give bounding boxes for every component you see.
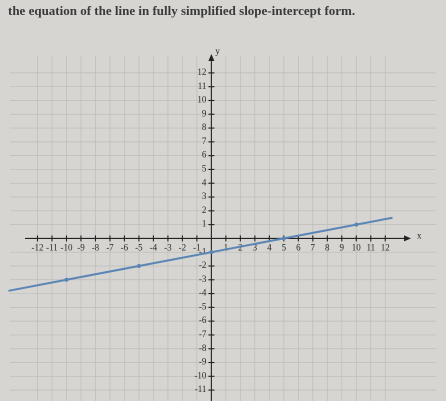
x-tick-label: 9 xyxy=(340,242,345,252)
x-tick-label: -7 xyxy=(106,242,114,252)
y-tick-label: 12 xyxy=(197,67,206,77)
x-tick-label: -10 xyxy=(60,242,72,252)
y-tick-label: 2 xyxy=(202,205,207,215)
x-tick-label: -3 xyxy=(164,242,172,252)
x-tick-label: 10 xyxy=(352,242,362,252)
y-tick-label: 6 xyxy=(202,150,207,160)
y-tick-label: -8 xyxy=(199,343,207,353)
x-tick-label: -8 xyxy=(92,242,100,252)
y-tick-label: -2 xyxy=(199,260,207,270)
y-tick-label: 10 xyxy=(197,95,207,105)
y-tick-label: -5 xyxy=(199,301,207,311)
x-tick-label: 12 xyxy=(381,242,390,252)
y-tick-label: 9 xyxy=(202,108,207,118)
y-tick-label: 5 xyxy=(202,164,207,174)
x-tick-label: 4 xyxy=(267,242,272,252)
x-tick-label: -2 xyxy=(179,242,187,252)
y-tick-label: -9 xyxy=(199,357,207,367)
x-tick-label: -1 xyxy=(193,242,201,252)
y-tick-label: -7 xyxy=(199,329,207,339)
point xyxy=(209,250,214,255)
x-tick-label: -12 xyxy=(31,242,43,252)
x-tick-label: -11 xyxy=(46,242,58,252)
y-tick-label: 8 xyxy=(202,122,207,132)
x-tick-label: -4 xyxy=(150,242,158,252)
y-axis-arrow xyxy=(208,54,215,61)
y-tick-label: 7 xyxy=(202,136,207,146)
y-tick-label: 1 xyxy=(202,219,207,229)
question: the equation of the line in fully simpli… xyxy=(8,3,355,18)
x-tick-label: 3 xyxy=(253,242,258,252)
y-tick-label: 3 xyxy=(202,191,207,201)
x-tick-label: -9 xyxy=(77,242,85,252)
x-tick-label: 5 xyxy=(282,242,287,252)
x-tick-label: 1 xyxy=(224,242,229,252)
x-tick-label: 7 xyxy=(311,242,316,252)
x-tick-label: -6 xyxy=(121,242,129,252)
point xyxy=(354,222,359,227)
x-tick-label: -5 xyxy=(135,242,143,252)
y-tick-label: -6 xyxy=(199,315,207,325)
y-tick-label: -4 xyxy=(199,288,207,298)
x-tick-label: 8 xyxy=(325,242,330,252)
x-axis-arrow xyxy=(404,235,411,242)
point xyxy=(281,236,286,241)
y-tick-label: -3 xyxy=(199,274,207,284)
point xyxy=(136,263,141,268)
y-tick-label: -10 xyxy=(194,370,206,380)
x-tick-label: 11 xyxy=(366,242,375,252)
x-tick-label: 6 xyxy=(296,242,301,252)
x-axis-label: x xyxy=(417,230,422,240)
y-tick-label: 4 xyxy=(202,177,207,187)
y-tick-label: 11 xyxy=(198,81,207,91)
y-tick-label: -11 xyxy=(195,384,207,394)
y-tick-label: -1 xyxy=(199,246,207,256)
y-axis-label: y xyxy=(215,46,220,56)
point xyxy=(64,277,69,282)
